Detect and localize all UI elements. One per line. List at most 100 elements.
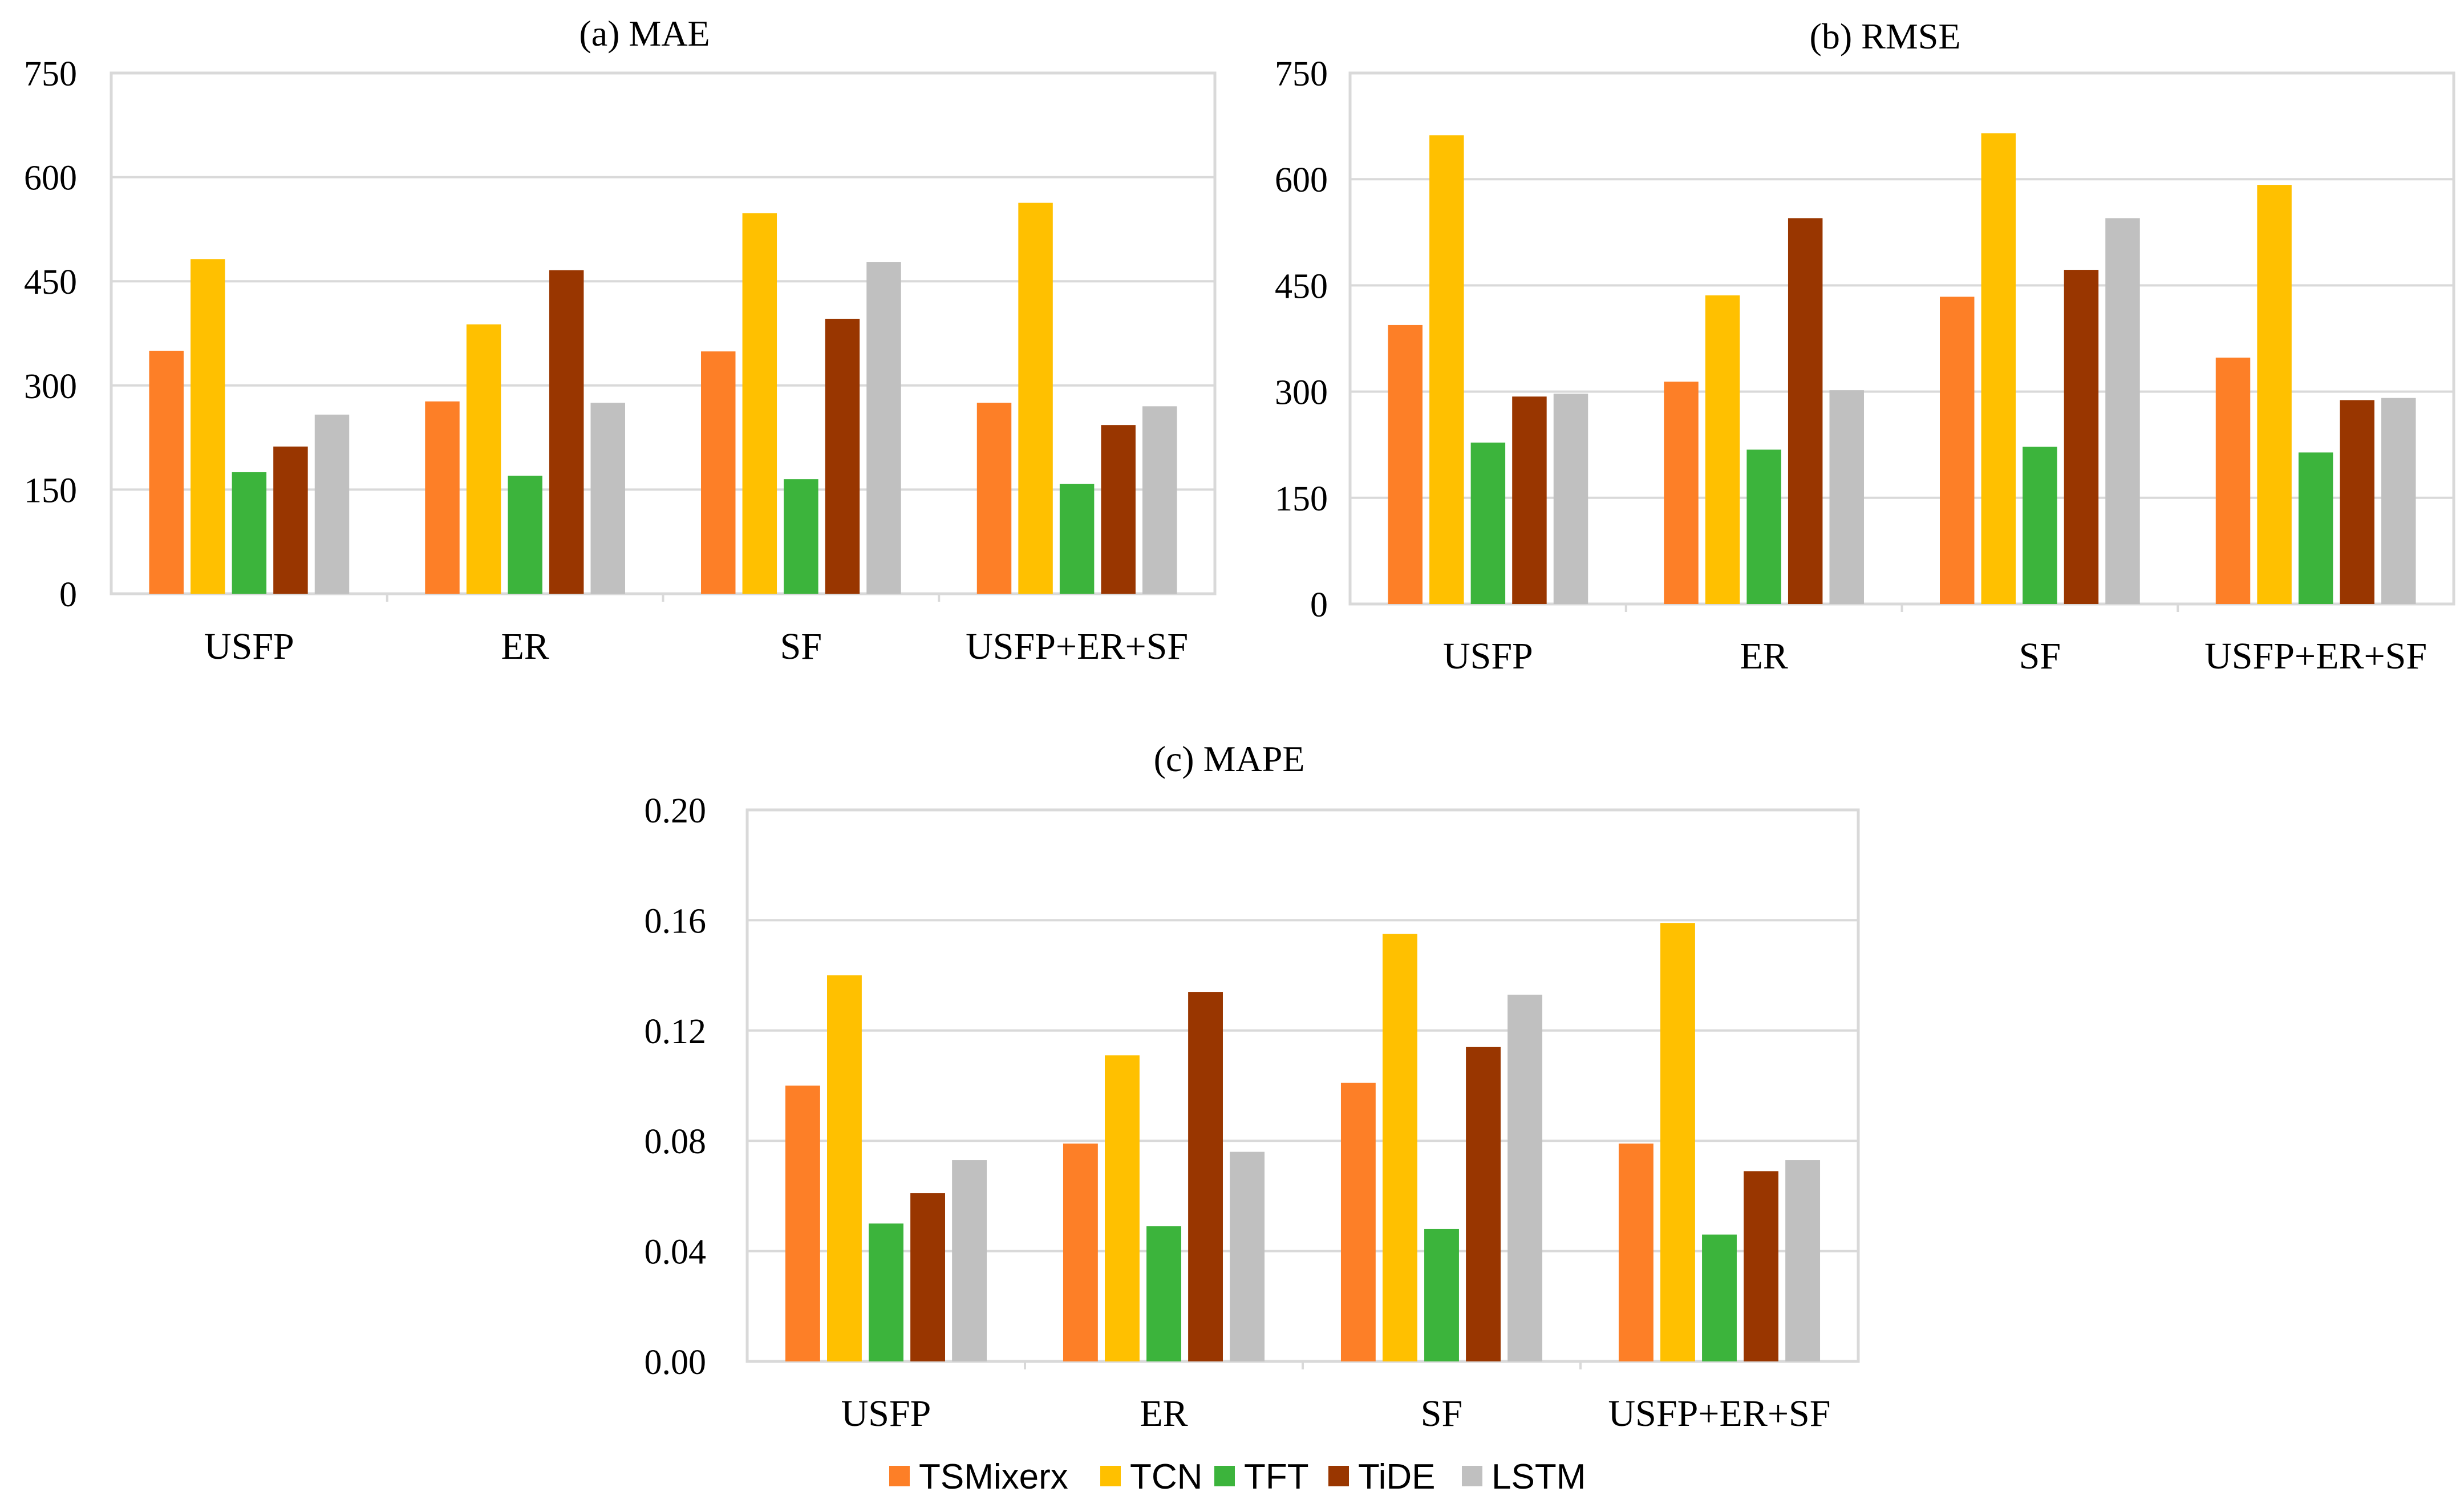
- y-tick-label-rmse: 750: [1275, 55, 1328, 94]
- bar-mape-sf-tcn: [1383, 934, 1417, 1361]
- bar-rmse-usfp-tide: [1512, 396, 1547, 604]
- bar-mape-er-tsmixerx: [1063, 1144, 1098, 1361]
- bar-mae-usfp-er-sf-tsmixerx: [976, 403, 1012, 594]
- y-tick-label-mae: 150: [24, 471, 77, 510]
- legend-label-tsmixerx: TSMixerx: [919, 1457, 1068, 1497]
- y-tick-label-mape: 0.04: [645, 1233, 707, 1272]
- bar-mape-usfp-er-sf-tft: [1702, 1234, 1737, 1361]
- bar-mape-usfp-tsmixerx: [785, 1085, 820, 1361]
- bar-rmse-er-tcn: [1705, 295, 1740, 604]
- legend: TSMixerx TCN TFT TiDE LSTM: [889, 1457, 1586, 1497]
- x-category-label-rmse: USFP: [1443, 635, 1533, 677]
- bar-mape-usfp-er-sf-tsmixerx: [1618, 1144, 1654, 1361]
- bar-mape-usfp-er-sf-lstm: [1785, 1160, 1821, 1361]
- bar-rmse-er-lstm: [1829, 390, 1864, 604]
- y-tick-label-mae: 450: [24, 263, 77, 302]
- bar-rmse-er-tft: [1746, 449, 1781, 604]
- y-tick-label-rmse: 0: [1310, 586, 1328, 625]
- bar-rmse-usfp-er-sf-tcn: [2257, 185, 2292, 604]
- y-tick-label-rmse: 150: [1275, 480, 1328, 518]
- bar-mae-sf-tcn: [742, 213, 777, 594]
- x-category-label-rmse: USFP+ER+SF: [2204, 635, 2427, 677]
- y-tick-label-rmse: 450: [1275, 267, 1328, 306]
- bar-mape-usfp-tide: [910, 1193, 945, 1361]
- bar-rmse-usfp-lstm: [1553, 394, 1588, 604]
- x-category-label-mape: SF: [1421, 1393, 1462, 1434]
- bar-mae-sf-tsmixerx: [701, 351, 736, 594]
- bar-mape-usfp-er-sf-tcn: [1660, 923, 1695, 1361]
- legend-swatch-tide: [1328, 1466, 1349, 1486]
- bar-mape-sf-tft: [1424, 1229, 1459, 1361]
- bar-rmse-sf-tcn: [1981, 133, 2016, 605]
- panel-title-mape: (c) MAPE: [1154, 739, 1305, 779]
- bar-mape-er-tide: [1188, 992, 1223, 1361]
- y-tick-label-rmse: 300: [1275, 374, 1328, 412]
- bar-mae-usfp-tft: [232, 472, 267, 594]
- y-tick-label-mape: 0.16: [645, 902, 707, 941]
- x-category-label-mae: SF: [780, 626, 822, 667]
- panel-title-mae: (a) MAE: [579, 13, 710, 54]
- bar-rmse-sf-lstm: [2105, 218, 2140, 604]
- legend-label-tide: TiDE: [1358, 1457, 1435, 1497]
- bar-mae-usfp-er-sf-lstm: [1142, 406, 1177, 594]
- y-tick-label-mae: 750: [24, 55, 77, 94]
- bar-mae-sf-lstm: [866, 262, 901, 594]
- panel-mape: (c) MAPE 0.00 0.04 0.08 0.12 0.16 0.20 USFP ER…: [645, 739, 1860, 1434]
- x-category-label-mape: USFP: [841, 1393, 931, 1434]
- bar-mape-er-tft: [1146, 1226, 1181, 1361]
- x-category-label-mae: USFP+ER+SF: [966, 626, 1188, 667]
- bar-mae-er-tcn: [466, 324, 501, 594]
- bar-mae-usfp-tcn: [191, 259, 225, 594]
- bar-rmse-sf-tide: [2064, 270, 2099, 604]
- bar-rmse-er-tsmixerx: [1664, 382, 1699, 604]
- bar-mae-usfp-tide: [273, 446, 308, 594]
- bar-mae-sf-tft: [784, 479, 818, 594]
- bar-rmse-sf-tsmixerx: [1940, 297, 1975, 604]
- y-tick-label-mape: 0.08: [645, 1122, 707, 1161]
- bar-mape-usfp-tft: [869, 1223, 903, 1361]
- y-tick-label-mape: 0.12: [645, 1012, 707, 1051]
- legend-label-lstm: LSTM: [1492, 1457, 1586, 1497]
- y-tick-label-mae: 0: [59, 575, 77, 614]
- bar-mape-sf-tide: [1466, 1047, 1501, 1361]
- legend-swatch-tcn: [1100, 1466, 1121, 1486]
- bar-rmse-usfp-tft: [1470, 442, 1506, 604]
- bar-rmse-usfp-er-sf-lstm: [2381, 398, 2416, 604]
- y-tick-label-mae: 300: [24, 367, 77, 406]
- bar-mae-usfp-tsmixerx: [149, 350, 184, 594]
- bar-mape-usfp-tcn: [827, 975, 862, 1361]
- bar-mae-usfp-er-sf-tide: [1101, 425, 1136, 594]
- bar-mape-usfp-lstm: [952, 1160, 987, 1361]
- bar-mae-er-tide: [549, 270, 584, 594]
- bar-rmse-usfp-er-sf-tft: [2298, 452, 2333, 604]
- bar-rmse-er-tide: [1788, 218, 1823, 604]
- bar-mae-usfp-lstm: [314, 414, 350, 594]
- x-category-label-mape: ER: [1140, 1393, 1188, 1434]
- bar-mape-sf-lstm: [1507, 994, 1543, 1361]
- y-tick-label-rmse: 600: [1275, 161, 1328, 200]
- bar-mae-er-tsmixerx: [425, 401, 460, 594]
- bar-rmse-usfp-tcn: [1429, 135, 1464, 605]
- panel-rmse: (b) RMSE 0 150 300 450 600 750 USFP ER SF USFP+E…: [1275, 16, 2455, 677]
- bar-rmse-usfp-er-sf-tsmixerx: [2215, 358, 2251, 604]
- bar-mae-usfp-er-sf-tft: [1059, 484, 1095, 594]
- y-tick-label-mape: 0.00: [645, 1343, 707, 1382]
- panel-mae: (a) MAE 0 150 300 450 600 750 USFP ER SF USFP+ER…: [24, 13, 1217, 667]
- y-tick-label-mape: 0.20: [645, 792, 707, 830]
- bar-mae-er-lstm: [590, 403, 625, 594]
- legend-label-tcn: TCN: [1130, 1457, 1202, 1497]
- bar-mape-sf-tsmixerx: [1340, 1083, 1376, 1361]
- legend-swatch-lstm: [1462, 1466, 1482, 1486]
- legend-swatch-tft: [1214, 1466, 1235, 1486]
- bar-rmse-sf-tft: [2023, 447, 2057, 604]
- bar-rmse-usfp-tsmixerx: [1388, 325, 1423, 604]
- x-category-label-mae: USFP: [204, 626, 294, 667]
- bar-mape-usfp-er-sf-tide: [1744, 1171, 1778, 1361]
- x-category-label-rmse: ER: [1740, 635, 1788, 677]
- legend-label-tft: TFT: [1244, 1457, 1309, 1497]
- bar-mape-er-lstm: [1230, 1152, 1265, 1361]
- x-category-label-mape: USFP+ER+SF: [1608, 1393, 1831, 1434]
- legend-swatch-tsmixerx: [889, 1466, 910, 1486]
- bar-mae-sf-tide: [825, 318, 860, 594]
